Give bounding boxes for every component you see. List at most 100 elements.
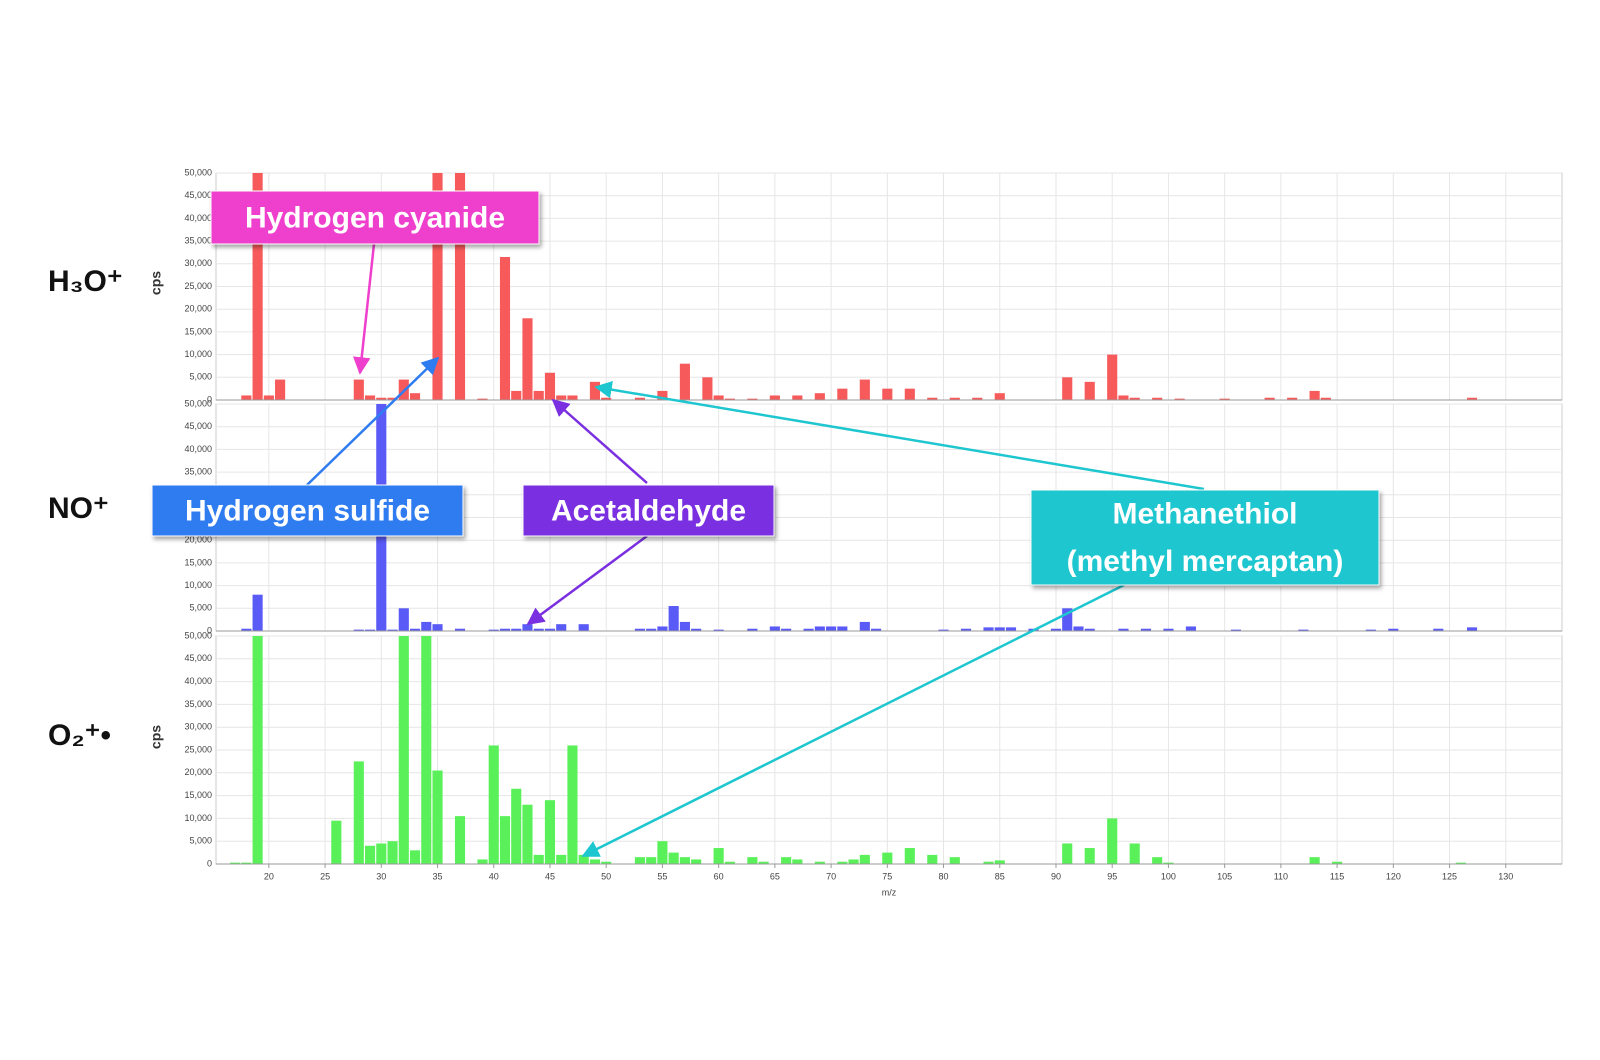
bar (544, 372, 556, 400)
bar (927, 397, 938, 400)
bar (1185, 626, 1196, 631)
bar (1107, 354, 1118, 400)
bar (1163, 862, 1174, 864)
bar (634, 857, 645, 864)
x-tick-label: 45 (545, 871, 555, 881)
y-tick-label: 0 (207, 394, 212, 404)
bar (837, 626, 848, 631)
bar (511, 628, 522, 631)
annotation-box (210, 190, 540, 245)
bar (275, 379, 286, 400)
bar (994, 860, 1005, 864)
y-tick-label: 35,000 (184, 235, 212, 245)
plots: 0 5,000 10,000 15,000 20,000 25,000 30,000 35,0… (48, 167, 1563, 897)
bar (544, 800, 556, 864)
x-tick-label: 120 (1386, 871, 1401, 881)
x-tick-label: 125 (1442, 871, 1457, 881)
bar (1332, 861, 1343, 864)
y-tick-label: 10,000 (184, 580, 212, 590)
y-tick-label: 15,000 (184, 790, 212, 800)
bar (409, 393, 421, 400)
bar (938, 629, 949, 631)
y-tick-label: 35,000 (184, 699, 212, 709)
y-tick-label: 45,000 (184, 421, 212, 431)
y-tick-label: 50,000 (184, 398, 212, 408)
bar (522, 804, 533, 864)
bar (1264, 397, 1275, 400)
bar (477, 398, 488, 400)
bar (353, 761, 364, 864)
bar (421, 636, 432, 864)
y-tick-label: 40,000 (184, 444, 212, 454)
bar (454, 628, 466, 631)
bar (713, 848, 724, 864)
bar (432, 770, 443, 864)
bar (353, 379, 364, 400)
y-tick-label: 5,000 (189, 372, 212, 382)
bar (499, 628, 511, 631)
bar (1466, 627, 1478, 631)
x-axis-label: m/z (882, 887, 897, 897)
y-tick-label: 0 (207, 625, 212, 635)
y-tick-label: 35,000 (184, 466, 212, 476)
bar (409, 628, 421, 631)
bar (691, 628, 702, 631)
bar (556, 395, 567, 400)
bar (983, 627, 994, 631)
bar (1118, 628, 1129, 631)
x-tick-label: 50 (601, 871, 611, 881)
y-tick-label: 30,000 (184, 722, 212, 732)
annotation-text: Acetaldehyde (551, 494, 746, 527)
bar (713, 629, 724, 631)
y-axis-label: cps (148, 271, 164, 295)
bar (994, 627, 1005, 631)
y-tick-label: 20,000 (184, 767, 212, 777)
x-tick-label: 40 (489, 871, 499, 881)
x-tick-label: 30 (376, 871, 386, 881)
x-tick-label: 105 (1217, 871, 1232, 881)
y-tick-label: 45,000 (184, 653, 212, 663)
bar (1433, 628, 1444, 631)
bar (679, 363, 690, 400)
arrow (526, 534, 648, 626)
bar (949, 857, 960, 864)
bar (331, 820, 342, 864)
bar (1309, 857, 1320, 864)
bar (769, 395, 780, 400)
bar (724, 861, 735, 864)
y-tick-label: 40,000 (184, 213, 212, 223)
bar (747, 398, 758, 400)
bar (1219, 398, 1230, 400)
bar (657, 841, 668, 864)
bar (544, 628, 556, 631)
bar (499, 256, 511, 400)
bar (657, 390, 668, 400)
bar (567, 395, 578, 400)
bar (1118, 395, 1129, 400)
bar (241, 395, 252, 400)
bar (769, 626, 780, 631)
bar (983, 861, 994, 864)
bar (398, 636, 409, 864)
arrow (594, 380, 1205, 491)
bar (364, 395, 376, 400)
bar (252, 636, 263, 864)
arrow (353, 243, 376, 375)
bar (1129, 397, 1140, 400)
bar (758, 861, 769, 864)
bar (1062, 608, 1073, 631)
bar (1388, 628, 1399, 631)
bar (511, 788, 522, 864)
x-tick-label: 110 (1274, 871, 1288, 881)
x-tick-label: 90 (1051, 871, 1061, 881)
x-tick-label: 80 (939, 871, 949, 881)
bar (679, 621, 690, 631)
bar (1005, 627, 1017, 631)
bar (454, 816, 466, 864)
bar (679, 857, 690, 864)
bar (499, 816, 511, 864)
bar (904, 388, 915, 400)
bar (387, 397, 398, 400)
bar (230, 862, 241, 864)
